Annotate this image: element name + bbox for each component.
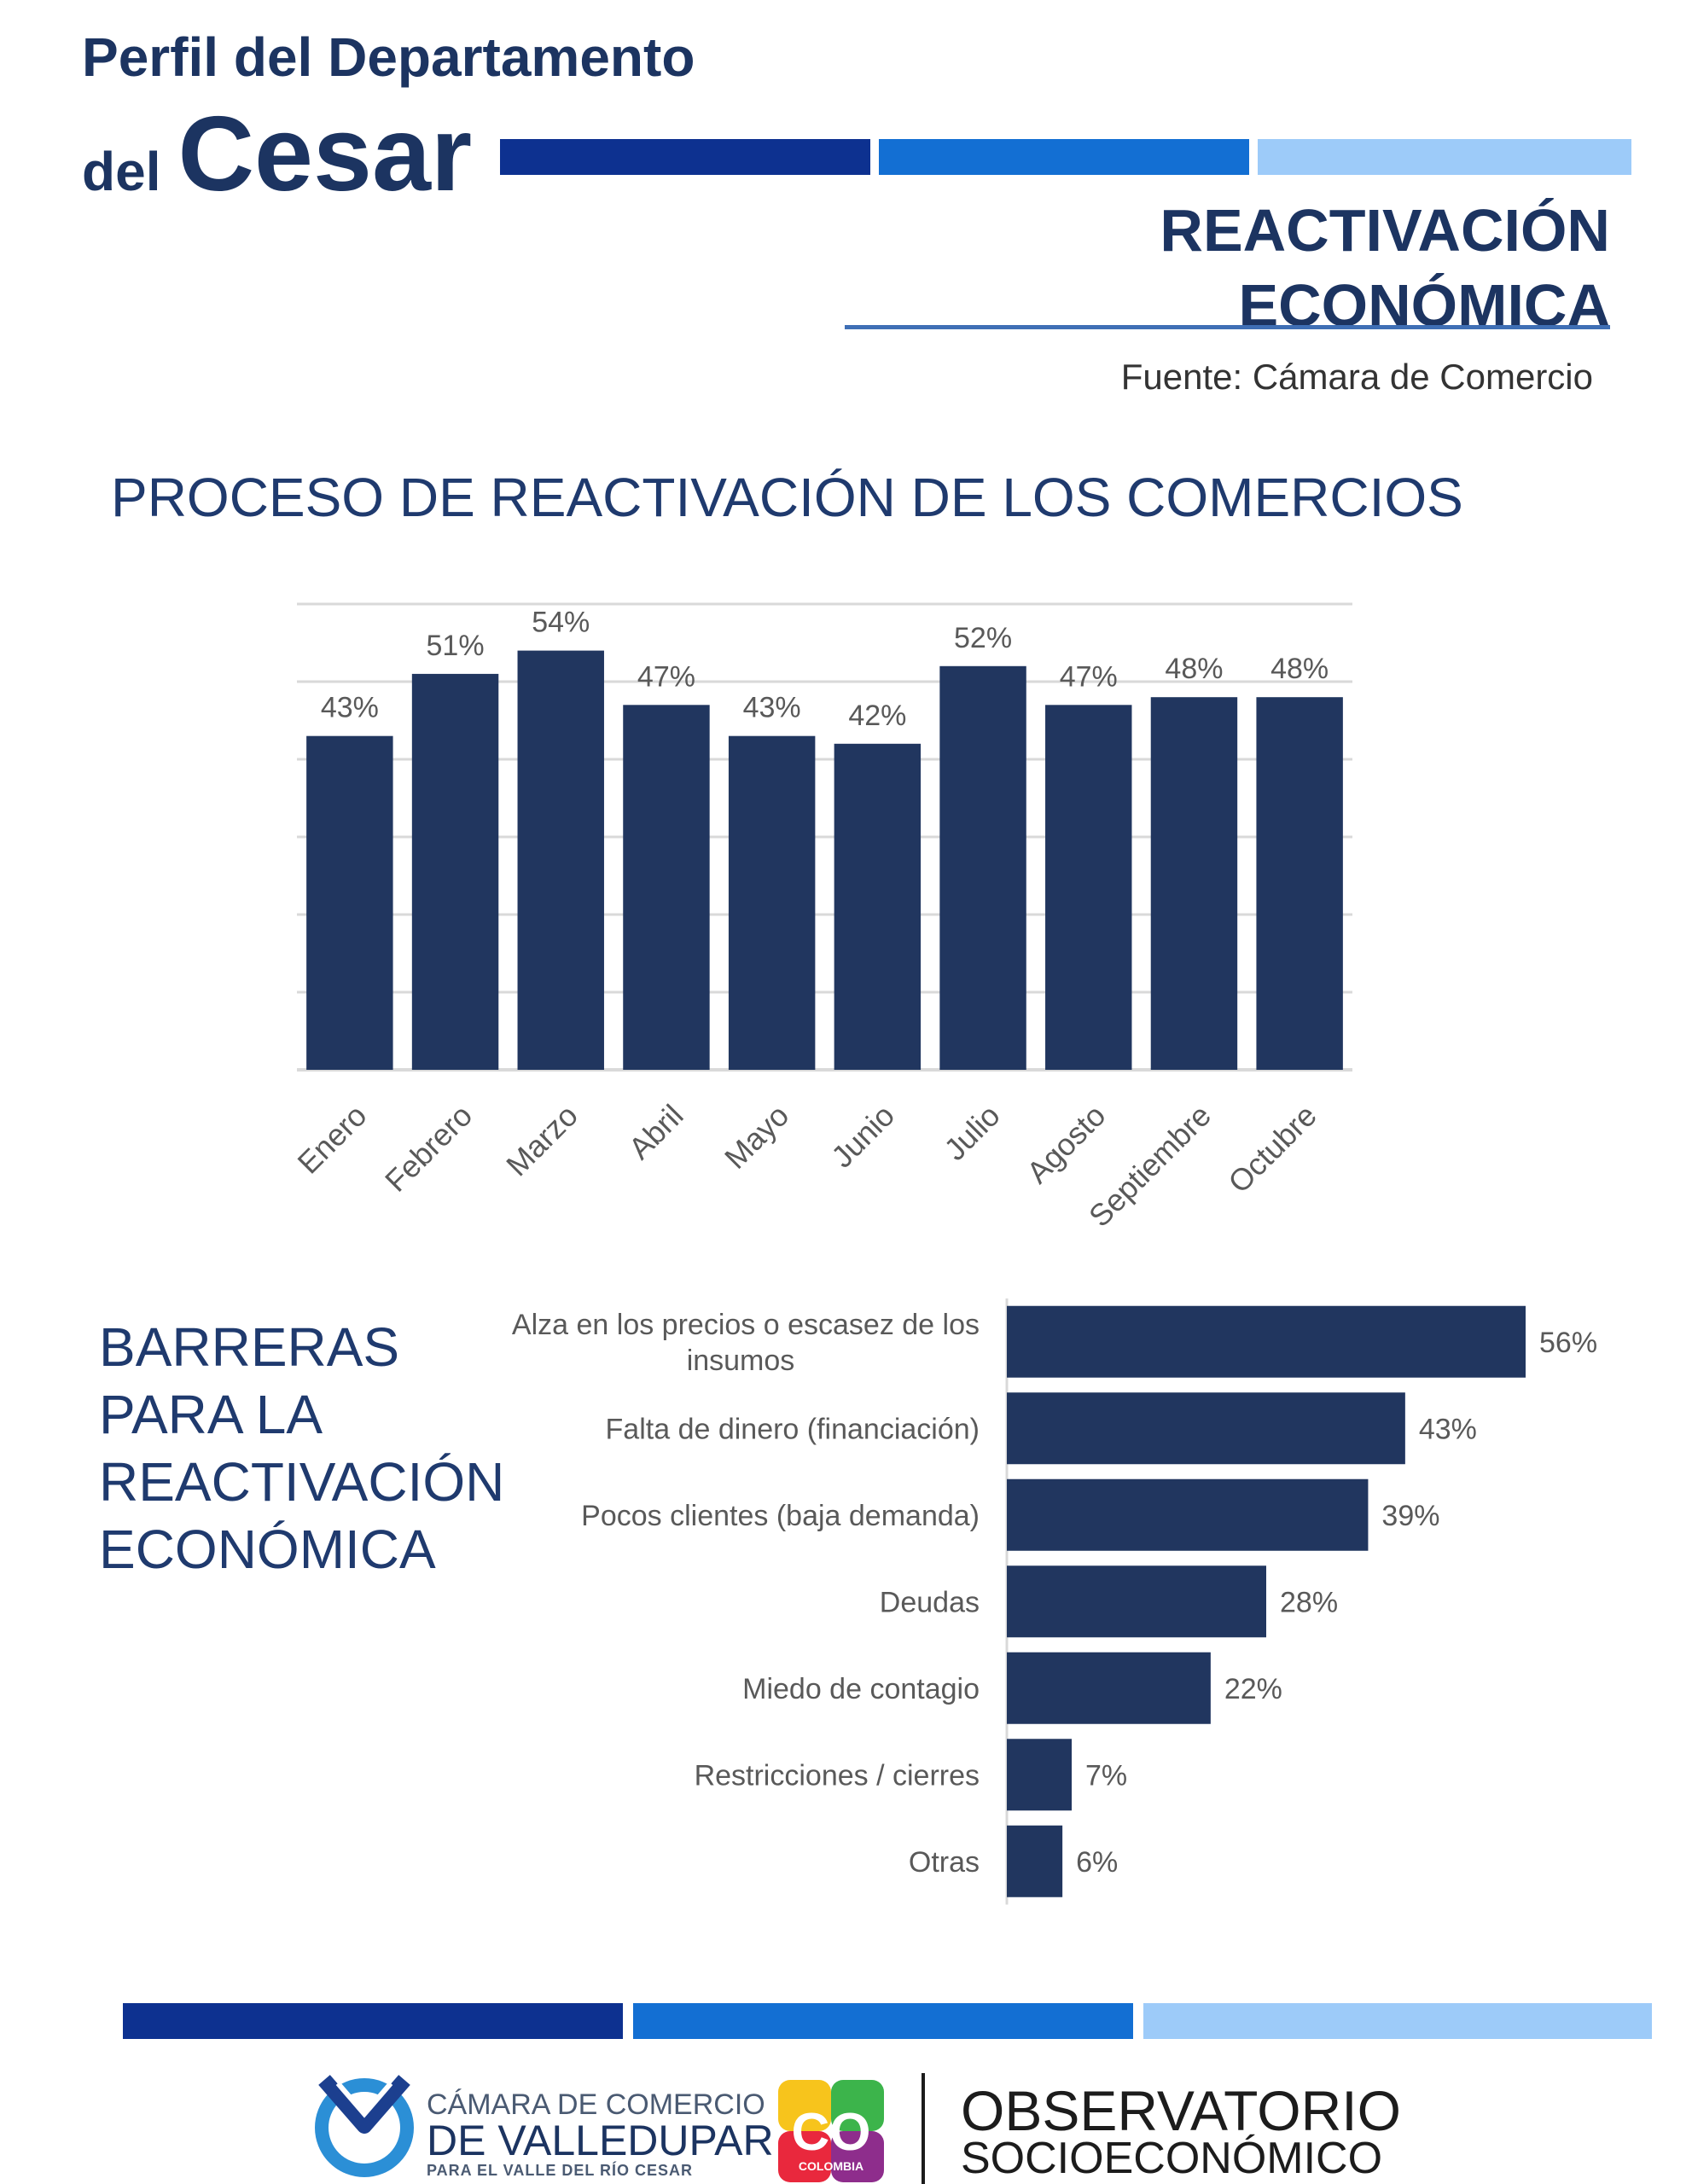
chart2-category-label: Otras [909,1846,980,1879]
chart1-bar [623,705,710,1070]
barriers-chart: 56% 43% 39% 28% 22% 7% 6% Alza en los precios … [512,1298,1597,1905]
camara-line1: CÁMARA DE COMERCIO [427,2088,765,2121]
profile-title: Perfil del Departamento [82,26,695,88]
section-underline [845,325,1610,329]
chart2-bar [1007,1565,1266,1638]
chart1-value-label: 51% [427,630,485,662]
chart1-bar [411,673,499,1070]
source-note: Fuente: Cámara de Comercio [1120,357,1593,397]
bottom-stripe-mid [633,2003,1133,2039]
chart2-title-line3: REACTIVACIÓN [99,1451,505,1513]
chart2-category-label: Restricciones / cierres [695,1759,980,1792]
footer-divider [922,2073,925,2184]
chart2-title: BARRERAS PARA LA REACTIVACIÓN ECONÓMICA [99,1314,504,1583]
chart1-bar [306,735,393,1070]
chart2-title-line4: ECONÓMICA [99,1519,436,1580]
chart2-category-label: Alza en los precios o escasez de los [512,1309,980,1341]
footer-logos: CÁMARA DE COMERCIO DE VALLEDUPAR PARA EL… [0,2048,1692,2184]
bottom-stripe-dark [123,2003,623,2039]
chart1-category-labels: Enero Febrero Marzo Abril Mayo Junio Julio Agos… [291,1098,1323,1234]
chart2-title-line1: BARRERAS [99,1316,400,1378]
chart1-bar [728,735,816,1070]
camara-logo-icon [315,2075,414,2177]
chart2-value-label: 39% [1381,1500,1439,1532]
chart1-value-label: 48% [1270,653,1329,685]
chart1-category-label: Junio [824,1098,901,1175]
chart2-bar [1007,1652,1211,1724]
chart2-bar [1007,1739,1072,1811]
chart2-value-label: 22% [1224,1673,1282,1705]
colombia-co-mark: CO [792,2103,871,2162]
chart2-category-label: Deudas [880,1586,980,1618]
chart2-value-label: 7% [1085,1759,1127,1792]
colombia-logo-icon: CO COLOMBIA [778,2080,884,2182]
top-stripe-mid [879,139,1249,175]
top-stripe-light [1258,139,1631,175]
chart1-category-label: Mayo [718,1098,795,1176]
department-title: Cesar [177,96,473,213]
chart1-bars [306,650,1343,1070]
chart1-bar [1256,697,1343,1070]
chart1-bar [1045,705,1132,1070]
chart2-category-labels: Alza en los precios o escasez de los insu… [512,1309,980,1879]
chart1-value-label: 43% [321,692,379,724]
chart1-value-label: 52% [954,622,1012,654]
chart1-category-label: Octubre [1221,1098,1323,1200]
chart1-category-label: Agosto [1020,1098,1112,1190]
section-title: REACTIVACIÓN ECONÓMICA [1160,193,1610,343]
chart2-value-label: 28% [1280,1586,1338,1618]
chart1-category-label: Febrero [378,1098,479,1199]
chart1-category-label: Enero [291,1098,374,1181]
chart1-bar [939,665,1026,1070]
chart1-value-label: 47% [637,660,695,693]
chart2-category-label: Pocos clientes (baja demanda) [581,1500,980,1532]
chart1-value-label: 43% [743,692,801,724]
chart2-bar [1007,1392,1405,1465]
chart1-category-label: Abril [622,1098,690,1166]
chart2-value-label: 56% [1539,1327,1597,1359]
chart2-category-label: Falta de dinero (financiación) [606,1413,980,1445]
chart2-title-line2: PARA LA [99,1384,323,1445]
department-prefix: del [82,141,161,202]
section-title-line1: REACTIVACIÓN [1160,197,1610,264]
chart1-value-labels: 43% 51% 54% 47% 43% 42% 52% 47% 48% 48% [321,607,1329,732]
chart2-category-label: Miedo de contagio [742,1673,980,1705]
chart1-value-label: 42% [848,700,906,732]
chart2-bars [1007,1305,1526,1897]
observatorio-line1: OBSERVATORIO [961,2079,1401,2142]
chart2-bar [1007,1478,1369,1551]
chart2-bar [1007,1825,1063,1897]
monthly-reactivation-chart: 43% 51% 54% 47% 43% 42% 52% 47% 48% 48% Enero Febr… [291,602,1352,1234]
chart2-value-label: 43% [1419,1413,1477,1445]
section-title-line2: ECONÓMICA [1238,272,1610,339]
chart1-bar [834,743,922,1070]
colombia-word: COLOMBIA [799,2159,863,2173]
chart1-value-label: 54% [532,607,590,639]
chart2-value-labels: 56% 43% 39% 28% 22% 7% 6% [1076,1327,1597,1879]
chart1-category-label: Julio [937,1098,1006,1167]
camara-line2: DE VALLEDUPAR [427,2117,774,2164]
chart1-bar [517,650,604,1070]
camara-line3: PARA EL VALLE DEL RÍO CESAR [427,2162,694,2179]
department-name: del Cesar [82,94,472,215]
chart1-bar [1150,697,1238,1070]
chart1-value-label: 48% [1165,653,1223,685]
bottom-stripe-light [1143,2003,1652,2039]
chart1-title: PROCESO DE REACTIVACIÓN DE LOS COMERCIOS [111,467,1463,528]
chart1-category-label: Marzo [499,1098,584,1183]
chart2-bar [1007,1305,1526,1378]
chart2-category-label: insumos [687,1345,795,1377]
chart2-value-label: 6% [1076,1846,1118,1879]
chart1-value-label: 47% [1060,660,1118,693]
observatorio-line2: SOCIOECONÓMICO [961,2134,1383,2183]
top-stripe-dark [500,139,870,175]
